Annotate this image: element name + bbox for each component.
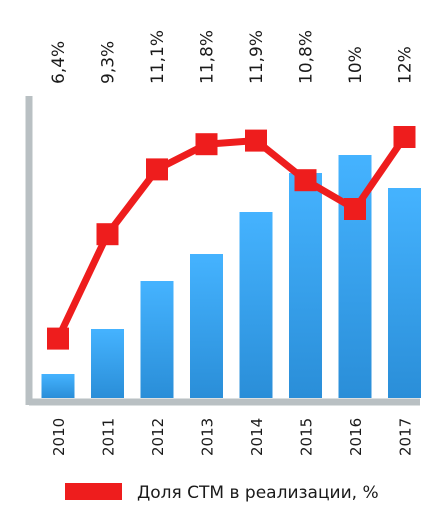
year-labels: 2010 2011 2012 2013 2014 2015 2016 2017 (50, 418, 415, 456)
year-label-2016: 2016 (347, 418, 365, 456)
share-marker-2013 (195, 133, 218, 156)
bar-2014 (239, 212, 273, 398)
bar-2011 (91, 329, 124, 398)
percent-label-2015: 10,8% (297, 30, 317, 84)
line-layer (47, 126, 416, 350)
percent-label-2010: 6,4% (49, 41, 69, 84)
share-marker-2017 (393, 126, 416, 148)
bar-2013 (190, 254, 223, 398)
share-marker-2012 (146, 158, 168, 181)
axes (25, 96, 420, 406)
share-marker-2016 (344, 198, 366, 220)
percent-label-2014: 11,9% (247, 30, 267, 84)
percent-label-2017: 12% (396, 46, 416, 84)
year-label-2011: 2011 (100, 418, 118, 456)
percent-label-2011: 9,3% (99, 41, 119, 84)
share-marker-2011 (96, 223, 119, 246)
bar-2012 (140, 281, 174, 398)
year-label-2017: 2017 (397, 418, 415, 456)
year-label-2014: 2014 (248, 418, 266, 456)
year-label-2010: 2010 (50, 418, 68, 456)
bar-2017 (388, 188, 421, 398)
share-marker-2015 (294, 169, 317, 192)
year-label-2015: 2015 (298, 418, 316, 456)
bars (41, 155, 421, 398)
percent-label-2012: 11,1% (148, 30, 168, 84)
year-label-2012: 2012 (149, 418, 167, 456)
percent-labels: 6,4% 9,3% 11,1% 11,8% 11,9% 10,8% 10% 12% (49, 30, 416, 84)
percent-label-2013: 11,8% (198, 30, 218, 84)
legend: Доля СТМ в реализации, % (65, 483, 379, 503)
legend-swatch (65, 483, 122, 500)
bar-2010 (41, 374, 75, 398)
percent-label-2016: 10% (346, 46, 366, 84)
share-marker-2010 (47, 327, 69, 350)
year-label-2013: 2013 (199, 418, 217, 456)
legend-label: Доля СТМ в реализации, % (137, 483, 379, 503)
share-marker-2014 (245, 129, 267, 152)
bar-2015 (289, 173, 322, 398)
